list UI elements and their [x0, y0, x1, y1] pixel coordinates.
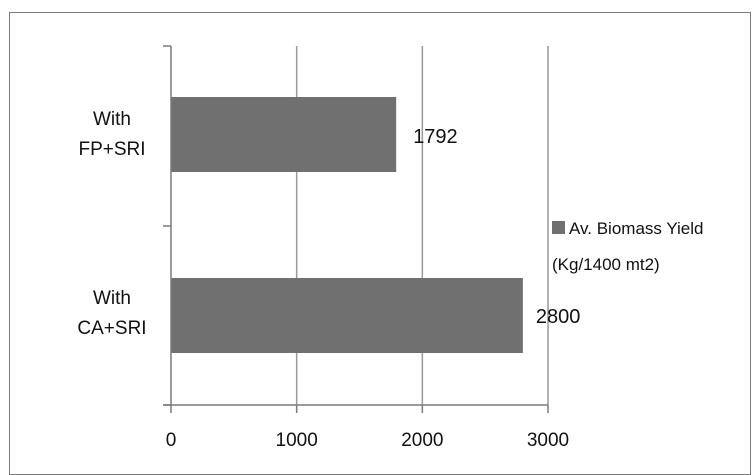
- data-label-ca: 2800: [536, 306, 581, 328]
- data-label-fp: 1792: [413, 126, 458, 148]
- legend-label-line1: Av. Biomass Yield: [569, 219, 704, 238]
- x-tick-label: 0: [166, 430, 177, 451]
- chart-frame: [9, 12, 751, 475]
- legend-label-line2: (Kg/1400 mt2): [552, 255, 660, 274]
- bars: [171, 97, 523, 353]
- legend: Av. Biomass Yield (Kg/1400 mt2): [552, 219, 704, 274]
- bar-fp-sri: [171, 97, 397, 172]
- category-label-fp-line1: With: [93, 109, 131, 130]
- category-label-fp-line2: FP+SRI: [78, 139, 145, 160]
- x-tick-labels: 0 1000 2000 3000: [166, 430, 569, 451]
- x-tick-label: 2000: [401, 430, 443, 451]
- category-label-ca-line1: With: [93, 288, 131, 309]
- bar-ca-sri: [171, 278, 523, 353]
- tick-marks: [163, 45, 549, 413]
- x-tick-label: 1000: [276, 430, 318, 451]
- legend-swatch: [552, 221, 565, 234]
- category-label-ca-line2: CA+SRI: [77, 318, 146, 339]
- axes: [163, 45, 549, 413]
- category-labels: With FP+SRI With CA+SRI: [77, 109, 146, 339]
- x-tick-label: 3000: [527, 430, 569, 451]
- data-labels: 1792 2800: [413, 126, 580, 328]
